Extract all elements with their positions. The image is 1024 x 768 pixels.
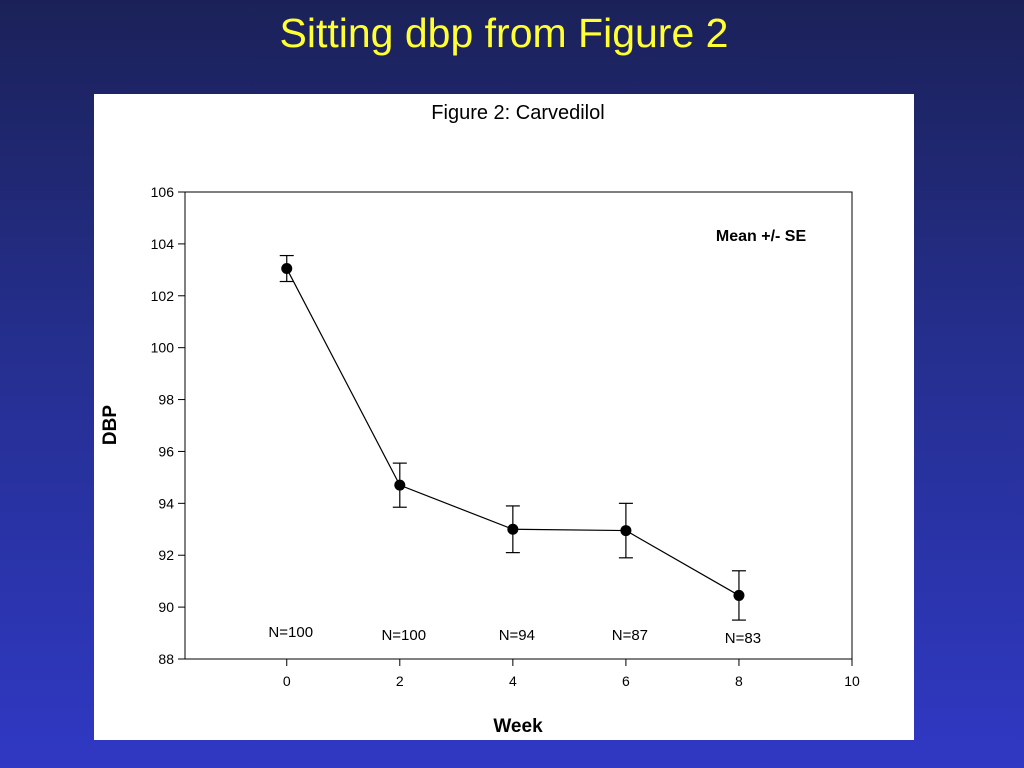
sample-size-labels: N=100 N=100 N=94 N=87 N=83 (268, 624, 761, 647)
slide-title: Sitting dbp from Figure 2 (279, 10, 729, 56)
y-axis-label: DBP (100, 405, 121, 445)
y-axis-ticks: 88 90 92 94 96 98 100 102 104 106 (151, 184, 185, 667)
y-tick-label: 104 (151, 236, 175, 252)
data-points (281, 263, 745, 601)
x-tick-label: 8 (735, 673, 743, 689)
y-tick-label: 90 (158, 599, 174, 615)
x-tick-label: 2 (396, 673, 404, 689)
plot-area (184, 191, 853, 660)
error-bars (279, 254, 746, 621)
chart-title: Figure 2: Carvedilol (431, 102, 604, 124)
y-tick-label: 100 (151, 340, 175, 356)
y-tick-label: 88 (158, 651, 174, 667)
figure-panel: Figure 2: Carvedilol 88 90 92 94 96 98 100 102 1… (94, 94, 914, 740)
data-point (281, 263, 293, 275)
mean-se-annotation: Mean +/- SE (716, 228, 807, 245)
chart: Figure 2: Carvedilol 8890929496981001021… (100, 102, 860, 737)
y-tick-label: 98 (158, 392, 174, 408)
n-label: N=94 (499, 627, 535, 644)
y-tick-label: 96 (158, 443, 174, 459)
y-tick-label: 94 (158, 495, 174, 511)
x-tick-label: 0 (283, 673, 291, 689)
x-tick-label: 6 (622, 673, 630, 689)
data-point (733, 589, 745, 601)
data-point (507, 523, 519, 535)
x-tick-label: 4 (509, 673, 517, 689)
y-tick-label: 106 (151, 184, 175, 200)
n-label: N=83 (725, 630, 761, 647)
n-label: N=87 (612, 627, 648, 644)
data-point (620, 525, 632, 537)
n-label: N=100 (381, 627, 426, 644)
x-axis-label: Week (493, 716, 543, 737)
y-tick-label: 102 (151, 288, 175, 304)
x-tick-label: 10 (844, 673, 860, 689)
data-point (394, 479, 406, 491)
y-tick-label: 92 (158, 547, 174, 563)
x-axis-ticks: 0 2 4 6 8 10 (283, 659, 860, 689)
n-label: N=100 (268, 624, 313, 641)
